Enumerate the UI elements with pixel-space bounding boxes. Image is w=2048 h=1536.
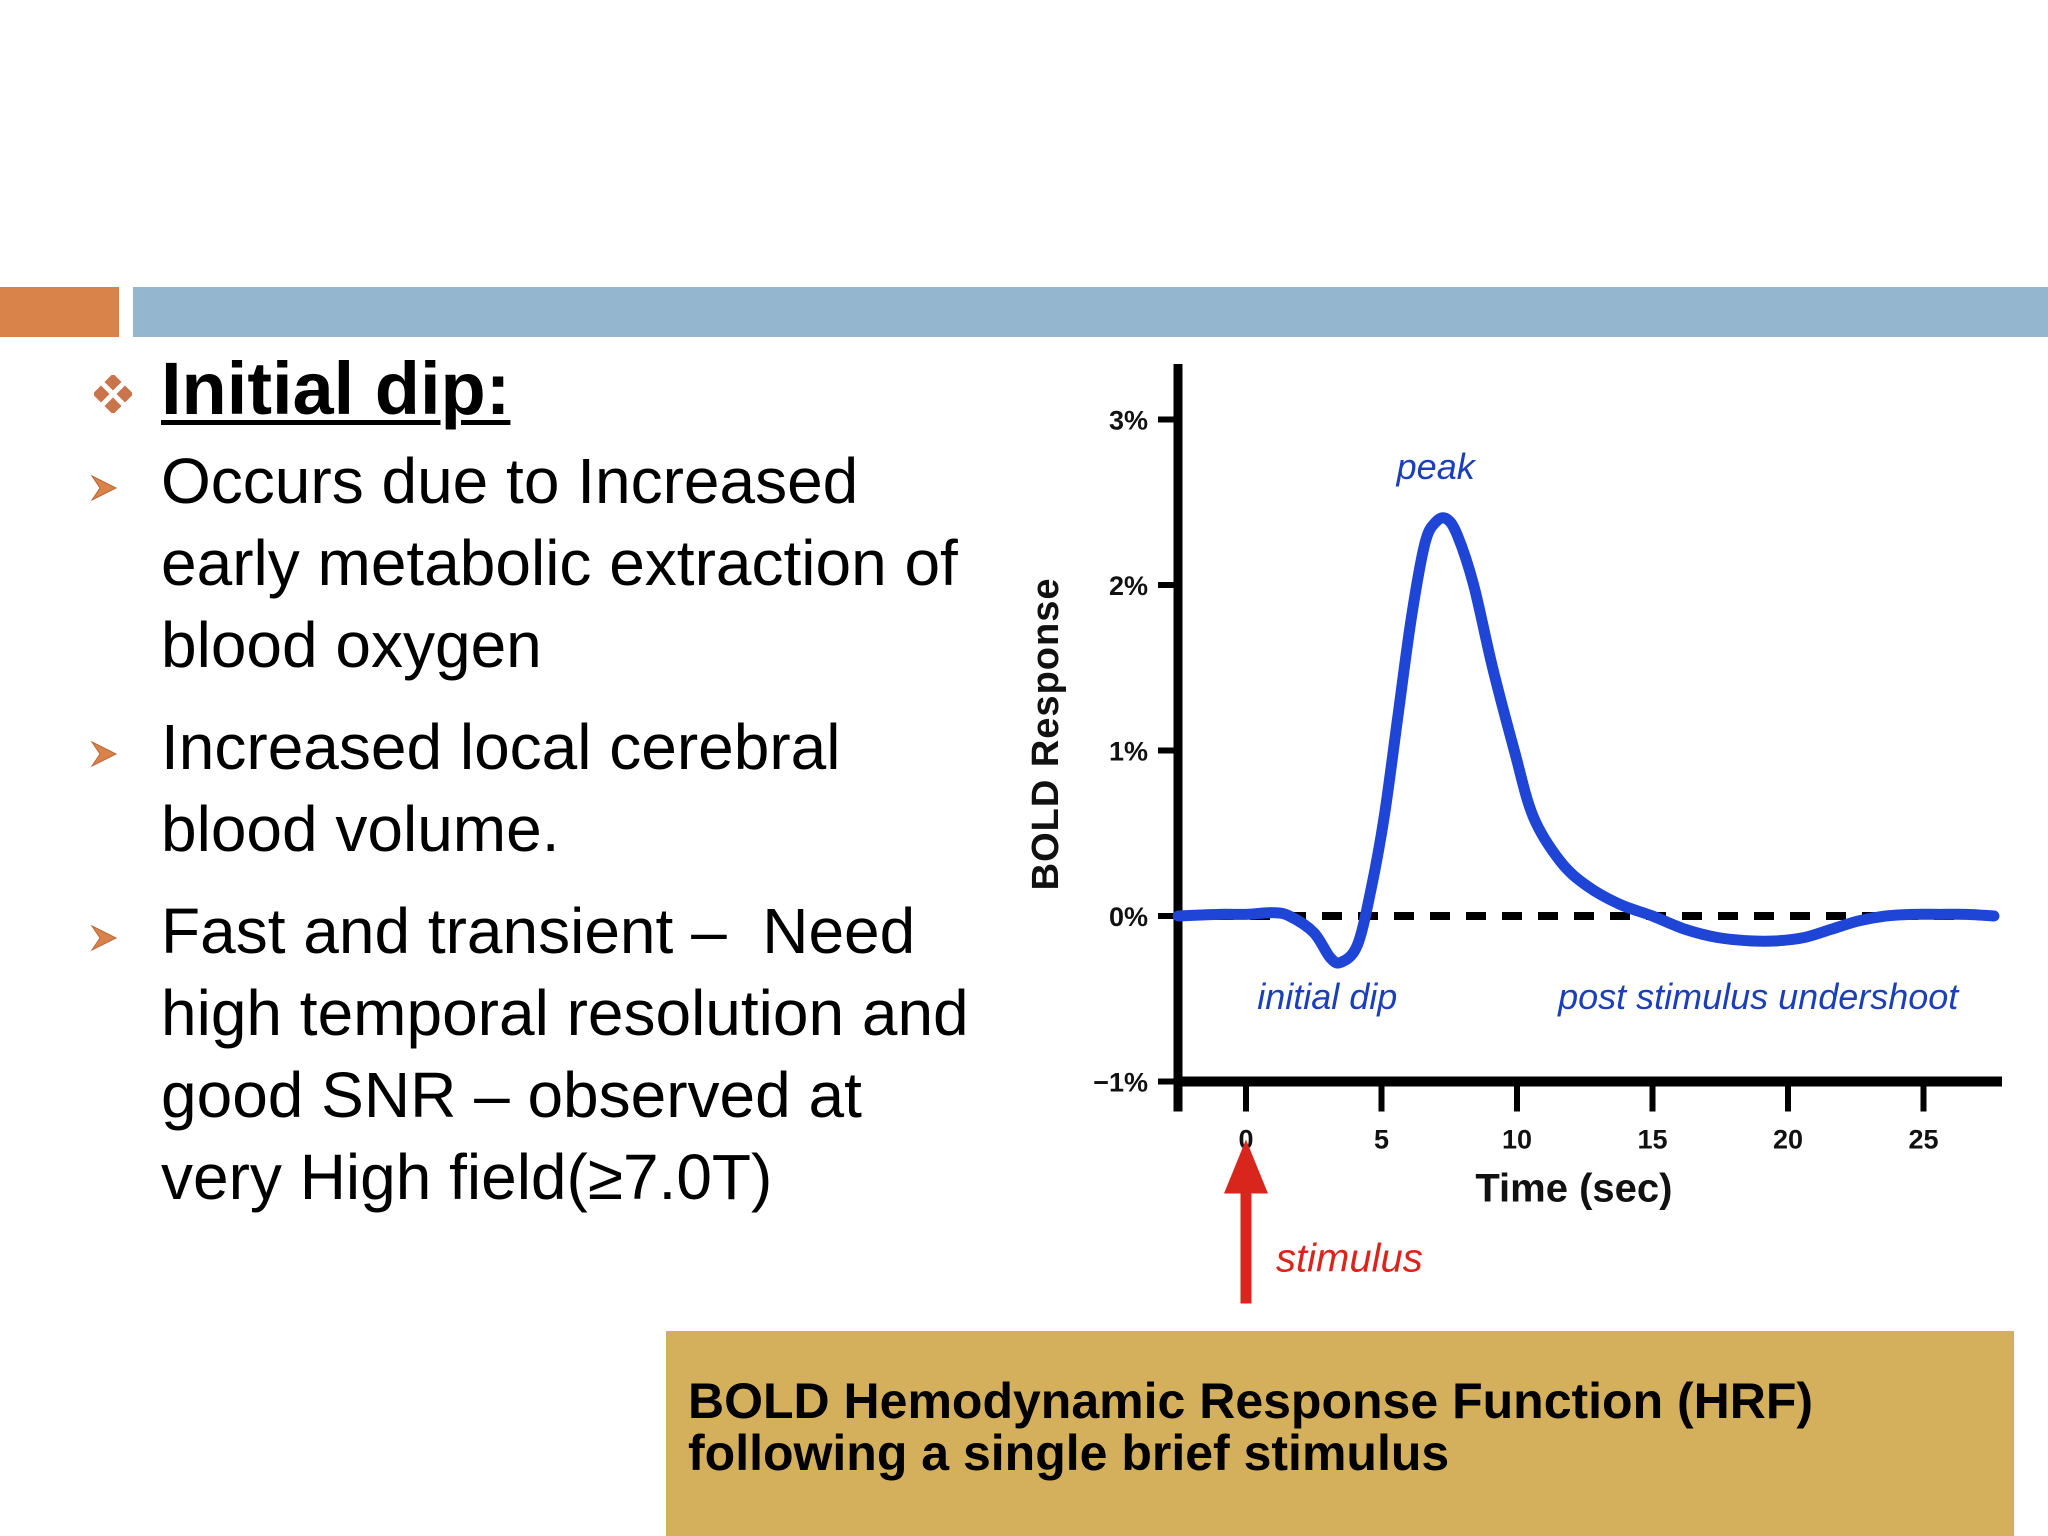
caption-box: BOLD Hemodynamic Response Function (HRF)… (666, 1331, 2014, 1536)
bullet-list: Initial dip: Occurs due to Increased ear… (80, 340, 980, 1218)
stimulus-arrow-head (1224, 1139, 1268, 1194)
header-accent-bar (0, 287, 119, 337)
arrow-bullet-icon (90, 474, 118, 502)
annotation-label: peak (1396, 446, 1477, 487)
bullet-item: Occurs due to Increased early metabolic … (80, 440, 980, 686)
x-tick-label: 25 (1908, 1125, 1938, 1155)
annotation-label: initial dip (1257, 976, 1397, 1017)
x-tick-label: 5 (1374, 1125, 1389, 1155)
heading-row: Initial dip: (80, 340, 980, 440)
y-tick-label: 3% (1109, 406, 1148, 436)
caption-line-2: following a single brief stimulus (688, 1425, 1450, 1481)
bullet-text: Fast and transient – Need high temporal … (161, 895, 987, 1213)
y-tick-label: 0% (1109, 902, 1148, 932)
y-axis-label: BOLD Response (1025, 578, 1067, 891)
slide-heading: Initial dip: (161, 347, 511, 430)
annotation-label: post stimulus undershoot (1557, 976, 1960, 1017)
stimulus-label: stimulus (1276, 1237, 1423, 1281)
hrf-curve (1172, 512, 2000, 969)
y-tick-label: 1% (1109, 737, 1148, 767)
bullet-item: Fast and transient – Need high temporal … (80, 890, 980, 1218)
diamond-bullet-icon (94, 375, 132, 413)
header-bar (133, 287, 2048, 337)
x-tick-label: 15 (1637, 1125, 1667, 1155)
x-tick-label: 20 (1773, 1125, 1803, 1155)
hrf-chart: 3%2%1%0%−1%0510152025peakinitial dippost… (1000, 350, 2048, 1320)
x-tick-label: 10 (1502, 1125, 1532, 1155)
bullet-text: Increased local cerebral blood volume. (161, 711, 859, 865)
arrow-bullet-icon (90, 924, 118, 952)
bullet-text: Occurs due to Increased early metabolic … (161, 445, 976, 681)
caption-line-1: BOLD Hemodynamic Response Function (HRF) (688, 1373, 1814, 1429)
x-axis-label: Time (sec) (1475, 1167, 1672, 1211)
arrow-bullet-icon (90, 740, 118, 768)
y-tick-label: −1% (1093, 1068, 1148, 1098)
y-tick-label: 2% (1109, 571, 1148, 601)
bullet-item: Increased local cerebral blood volume. (80, 706, 980, 870)
hrf-chart-svg: 3%2%1%0%−1%0510152025peakinitial dippost… (1025, 364, 2002, 1304)
